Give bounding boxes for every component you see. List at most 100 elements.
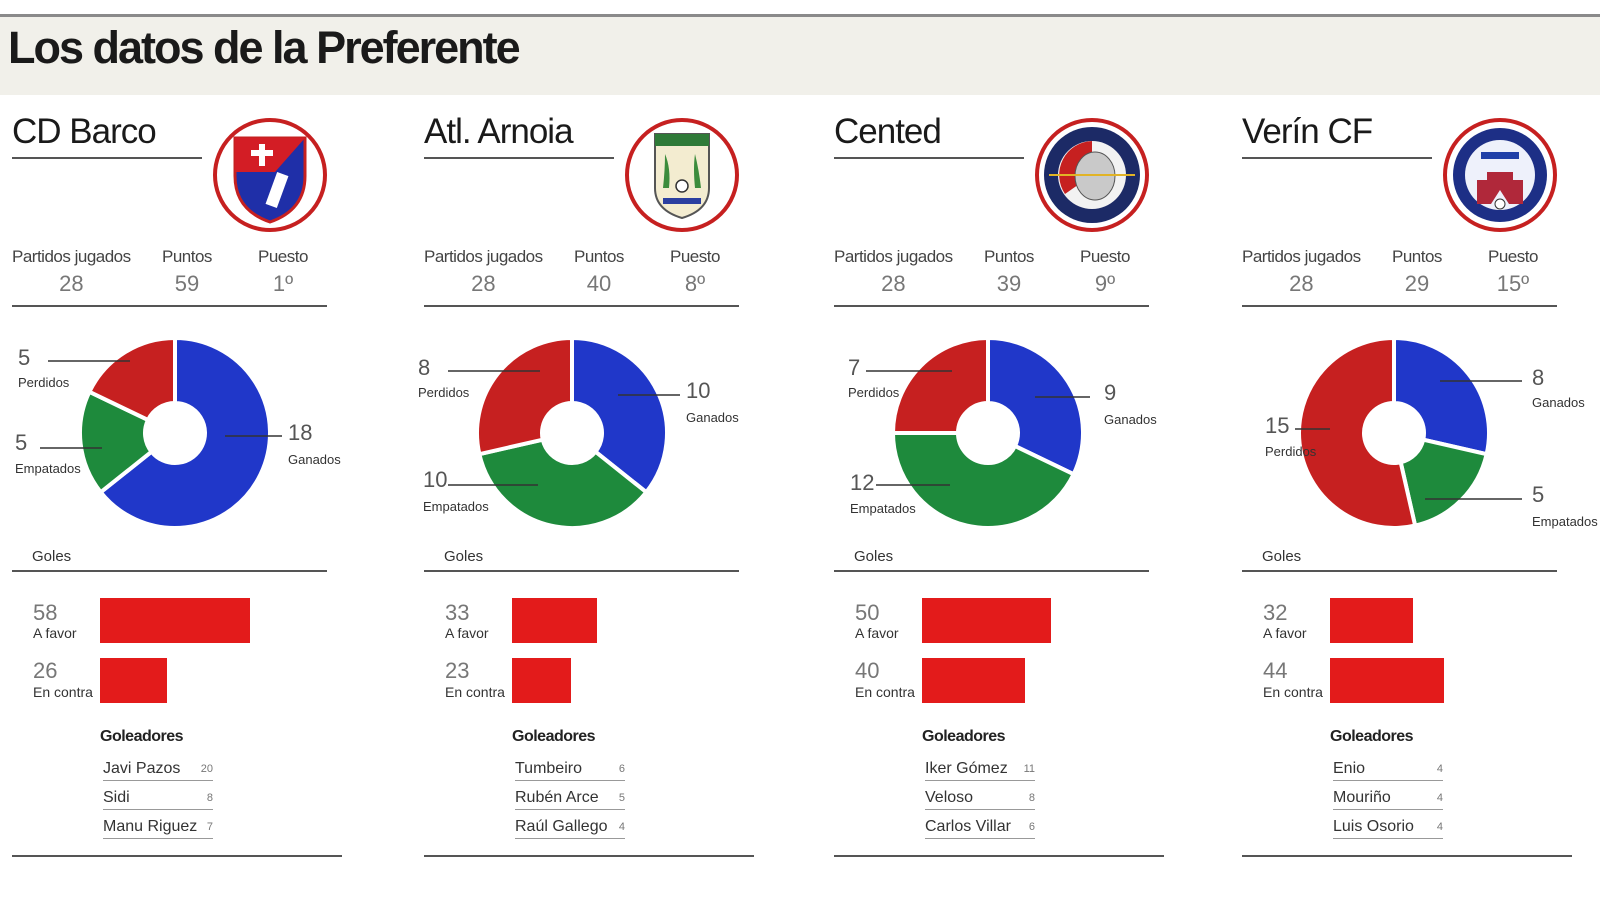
team-panel-ver-n-cf: Verín CF Partidos jugados 28 Puntos 29 Puesto…: [1230, 100, 1600, 900]
results-donut-chart: 10 Ganados 10 Empatados 8 Perdidos: [418, 335, 739, 530]
scorer-row: Enio 4: [1333, 758, 1443, 781]
slice-label-empatados: Empatados: [423, 499, 489, 514]
scorer-name: Carlos Villar: [925, 818, 1011, 835]
goal-label-a-favor: A favor: [33, 625, 77, 641]
donut-slice-empatados: [1398, 437, 1490, 529]
stat-value: 8º: [684, 271, 706, 296]
donut-group: 10 Ganados 10 Empatados 8 Perdidos: [418, 335, 739, 530]
stat-puntos: Puntos 39: [984, 247, 1034, 297]
donut-slice-ganados: [570, 335, 669, 496]
scorer-row: Manu Riguez 7: [103, 816, 213, 839]
slice-label-perdidos: Perdidos: [418, 385, 470, 400]
goal-bar-en-contra: [100, 658, 167, 703]
goal-value-a-favor: 58: [33, 600, 58, 625]
crest-ball: [675, 179, 689, 193]
header-band: [0, 17, 1600, 95]
stat-label: Puesto: [258, 247, 308, 266]
stat-puesto: Puesto 15º: [1488, 247, 1538, 297]
goal-label-en-contra: En contra: [1263, 684, 1323, 700]
donut-group: 18 Ganados 5 Empatados 5 Perdidos: [15, 335, 341, 530]
slice-value-ganados: 18: [288, 420, 312, 445]
slice-label-empatados: Empatados: [1532, 514, 1598, 529]
team-name-rule: [424, 157, 614, 159]
crest-graphic: [1035, 118, 1149, 232]
crest-cross: [251, 144, 273, 166]
goal-bar-a-favor: [922, 598, 1051, 643]
slice-value-perdidos: 15: [1265, 413, 1289, 438]
stat-label: Puesto: [1488, 247, 1538, 266]
goles-rule: [424, 570, 739, 572]
panel-bottom-rule: [1242, 855, 1572, 857]
slice-value-perdidos: 8: [418, 355, 430, 380]
scorer-row: Tumbeiro 6: [515, 758, 625, 781]
slice-value-ganados: 10: [686, 378, 710, 403]
scorer-goals: 6: [1028, 821, 1035, 833]
goles-rule: [12, 570, 327, 572]
scorer-row: Javi Pazos 20: [103, 758, 213, 781]
stats-rule: [834, 305, 1149, 307]
stat-label: Partidos jugados: [424, 247, 543, 266]
stat-label: Puesto: [670, 247, 720, 266]
goal-value-a-favor: 32: [1263, 600, 1288, 625]
team-name-rule: [12, 157, 202, 159]
goal-value-en-contra: 26: [33, 658, 58, 683]
cd-barco-crest-icon: [213, 118, 327, 232]
scorers-title: Goleadores: [922, 728, 1006, 745]
stat-partidos: Partidos jugados 28: [424, 247, 543, 297]
goal-label-en-contra: En contra: [33, 684, 93, 700]
scorer-goals: 4: [618, 821, 625, 833]
team-panel-atl-arnoia: Atl. Arnoia Partidos jugados 28 Puntos 40 Pue…: [412, 100, 812, 900]
scorer-name: Manu Riguez: [103, 818, 198, 835]
team-name: Cented: [834, 112, 942, 151]
scorer-name: Rubén Arce: [515, 789, 599, 806]
cented-crest-icon: [1035, 118, 1149, 232]
scorer-goals: 4: [1436, 821, 1443, 833]
donut-slice-ganados: [97, 335, 272, 530]
stat-puesto: Puesto 1º: [258, 247, 308, 297]
stat-value: 40: [586, 271, 612, 296]
results-donut-chart: 8 Ganados 5 Empatados 15 Perdidos: [1265, 335, 1598, 530]
goles-label: Goles: [854, 548, 894, 565]
scorer-name: Sidi: [103, 789, 130, 806]
stat-partidos: Partidos jugados 28: [1242, 247, 1361, 297]
team-name-rule: [1242, 157, 1432, 159]
slice-label-ganados: Ganados: [1104, 412, 1157, 427]
slice-value-empatados: 12: [850, 470, 874, 495]
goal-bar-en-contra: [512, 658, 571, 703]
slice-value-empatados: 10: [423, 467, 447, 492]
stat-value: 9º: [1094, 271, 1116, 296]
verin-cf-crest-icon: [1443, 118, 1557, 232]
slice-label-ganados: Ganados: [288, 452, 341, 467]
donut-group: 9 Ganados 12 Empatados 7 Perdidos: [848, 335, 1157, 530]
goal-label-a-favor: A favor: [1263, 625, 1307, 641]
slice-value-ganados: 8: [1532, 365, 1544, 390]
slice-label-empatados: Empatados: [15, 461, 81, 476]
donut-group: 8 Ganados 5 Empatados 15 Perdidos: [1265, 335, 1598, 530]
donut-slice-ganados: [986, 335, 1085, 477]
team-panel-cd-barco: CD Barco Partidos jugados 28 Puntos 59 Puesto…: [0, 100, 400, 900]
scorer-name: Raúl Gallego: [515, 818, 608, 835]
stat-value: 28: [59, 271, 84, 296]
stat-label: Partidos jugados: [1242, 247, 1361, 266]
stat-label: Puntos: [984, 247, 1034, 266]
goles-label: Goles: [444, 548, 484, 565]
donut-slice-empatados: [890, 431, 1077, 530]
scorer-row: Rubén Arce 5: [515, 787, 625, 810]
scorer-name: Mouriño: [1333, 789, 1391, 806]
stats-rule: [12, 305, 327, 307]
scorer-row: Carlos Villar 6: [925, 816, 1035, 839]
scorer-goals: 6: [618, 763, 625, 775]
goal-label-a-favor: A favor: [855, 625, 899, 641]
stat-puntos: Puntos 29: [1392, 247, 1442, 297]
panel-bottom-rule: [12, 855, 342, 857]
scorer-row: Luis Osorio 4: [1333, 816, 1443, 839]
scorers-title: Goleadores: [512, 728, 596, 745]
scorer-name: Javi Pazos: [103, 760, 181, 777]
goal-bar-en-contra: [1330, 658, 1444, 703]
slice-value-ganados: 9: [1104, 380, 1116, 405]
donut-slice-empatados: [78, 389, 155, 496]
team-name: Atl. Arnoia: [424, 112, 574, 151]
scorer-row: Raúl Gallego 4: [515, 816, 625, 839]
donut-slice-perdidos: [1297, 335, 1418, 530]
crest-graphic: [213, 118, 327, 232]
